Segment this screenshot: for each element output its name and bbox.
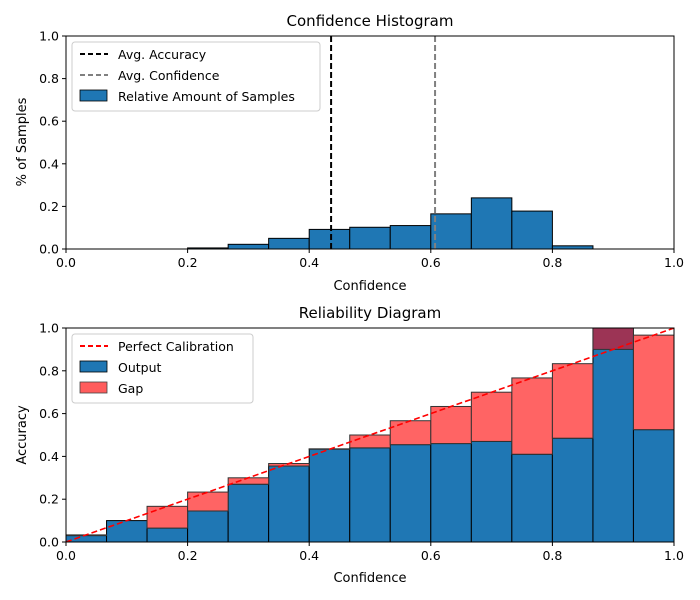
reliability-x-tick-label: 0.2 (178, 548, 198, 563)
output-bar (106, 520, 148, 542)
confidence-histogram-chart: Confidence Histogram 0.0 0.2 0.4 0.6 0.8 1.00… (15, 12, 684, 294)
legend-output-label: Output (118, 360, 162, 375)
gap-bar (389, 420, 432, 446)
gap-bar (146, 505, 189, 529)
legend-gap-swatch (79, 381, 108, 394)
gap-bar (511, 377, 553, 455)
legend-gap-label: Gap (118, 381, 143, 396)
reliability-x-tick-label: 0.4 (299, 548, 319, 563)
reliability-x-tick-label: 0.8 (542, 548, 562, 563)
histogram-plot-area: 0.0 0.2 0.4 0.6 0.8 1.0 0.0 0.2 0.4 0.6 0.8 1.0 (39, 29, 684, 271)
histogram-y-axis-label: % of Samples (15, 97, 30, 186)
histogram-bar (389, 225, 432, 249)
legend-samples-swatch (79, 89, 108, 102)
legend-output-swatch (79, 360, 108, 373)
gap-bar (187, 491, 229, 512)
histogram-bar (268, 237, 310, 249)
reliability-marks (66, 328, 674, 542)
output-bar (187, 510, 229, 542)
histogram-x-tick-label: 1.0 (664, 255, 684, 270)
histogram-legend: Avg. Accuracy Avg. Confidence Relative A… (71, 41, 321, 112)
reliability-x-axis-label: Confidence (333, 571, 406, 586)
histogram-bar (349, 226, 391, 249)
reliability-plot-area: 0.0 0.2 0.4 0.6 0.8 1.0 0.0 0.2 0.4 0.6 0.8 1.0 (39, 321, 684, 564)
output-bar (308, 448, 351, 542)
legend-avg-confidence-label: Avg. Confidence (118, 68, 220, 83)
reliability-y-tick-label: 0.0 (39, 535, 59, 550)
histogram-x-axis-label: Confidence (333, 279, 406, 294)
reliability-legend-box (71, 333, 254, 404)
output-bar (430, 443, 472, 542)
output-bar (632, 429, 674, 542)
histogram-x-tick-label: 0.2 (178, 255, 198, 270)
reliability-y-tick-label: 0.4 (39, 449, 59, 464)
legend-avg-accuracy-label: Avg. Accuracy (118, 47, 207, 62)
output-bar (592, 328, 634, 542)
histogram-x-tick-label: 0.4 (299, 255, 319, 270)
reliability-diagram-chart: Reliability Diagram 0.0 0.2 0.4 0.6 0.8 1.00.… (15, 304, 684, 586)
reliability-x-tick-label: 0.6 (421, 548, 441, 563)
output-bar (511, 453, 553, 542)
histogram-x-tick-label: 0.6 (421, 255, 441, 270)
histogram-y-tick-label: 1.0 (39, 29, 59, 44)
output-bar (227, 483, 270, 542)
gap-bar (632, 334, 674, 431)
reliability-y-tick-label: 0.8 (39, 363, 59, 378)
histogram-axes-frame (65, 35, 675, 250)
reliability-title: Reliability Diagram (299, 304, 441, 322)
histogram-y-tick-label: 0.4 (39, 156, 59, 171)
histogram-bar (227, 243, 270, 249)
legend-perfect-calibration-label: Perfect Calibration (118, 339, 234, 354)
reliability-y-tick-label: 0.6 (39, 406, 59, 421)
legend-samples-label: Relative Amount of Samples (118, 89, 295, 104)
histogram-y-tick-label: 0.6 (39, 114, 59, 129)
reliability-x-tick-label: 1.0 (664, 548, 684, 563)
gap-bar (227, 477, 270, 485)
output-bar (349, 447, 391, 542)
output-bar (389, 444, 432, 542)
reliability-x-tick-label: 0.0 (56, 548, 76, 563)
output-bar (66, 535, 108, 542)
reliability-y-tick-label: 1.0 (39, 321, 59, 336)
histogram-bar (511, 210, 553, 249)
histogram-bar (308, 228, 351, 249)
histogram-y-tick-label: 0.0 (39, 242, 59, 257)
histogram-y-tick-label: 0.2 (39, 199, 59, 214)
output-bar (470, 440, 513, 542)
histogram-marks (187, 36, 594, 249)
histogram-title: Confidence Histogram (287, 12, 454, 30)
gap-bar (551, 363, 594, 439)
output-bar (146, 527, 189, 542)
gap-bar (470, 391, 513, 442)
output-bar (551, 437, 594, 542)
reliability-y-tick-label: 0.2 (39, 492, 59, 507)
output-bar (268, 465, 310, 542)
histogram-legend-box (71, 41, 321, 112)
histogram-x-tick-label: 0.0 (56, 255, 76, 270)
histogram-bar (430, 213, 472, 249)
histogram-bar (470, 197, 513, 249)
gap-bar (592, 328, 634, 350)
histogram-x-tick-label: 0.8 (542, 255, 562, 270)
gap-bar (349, 434, 391, 449)
reliability-y-axis-label: Accuracy (15, 405, 30, 465)
histogram-y-tick-label: 0.8 (39, 71, 59, 86)
reliability-legend: Perfect Calibration Output Gap (71, 333, 254, 404)
reliability-axes-frame (65, 327, 675, 543)
